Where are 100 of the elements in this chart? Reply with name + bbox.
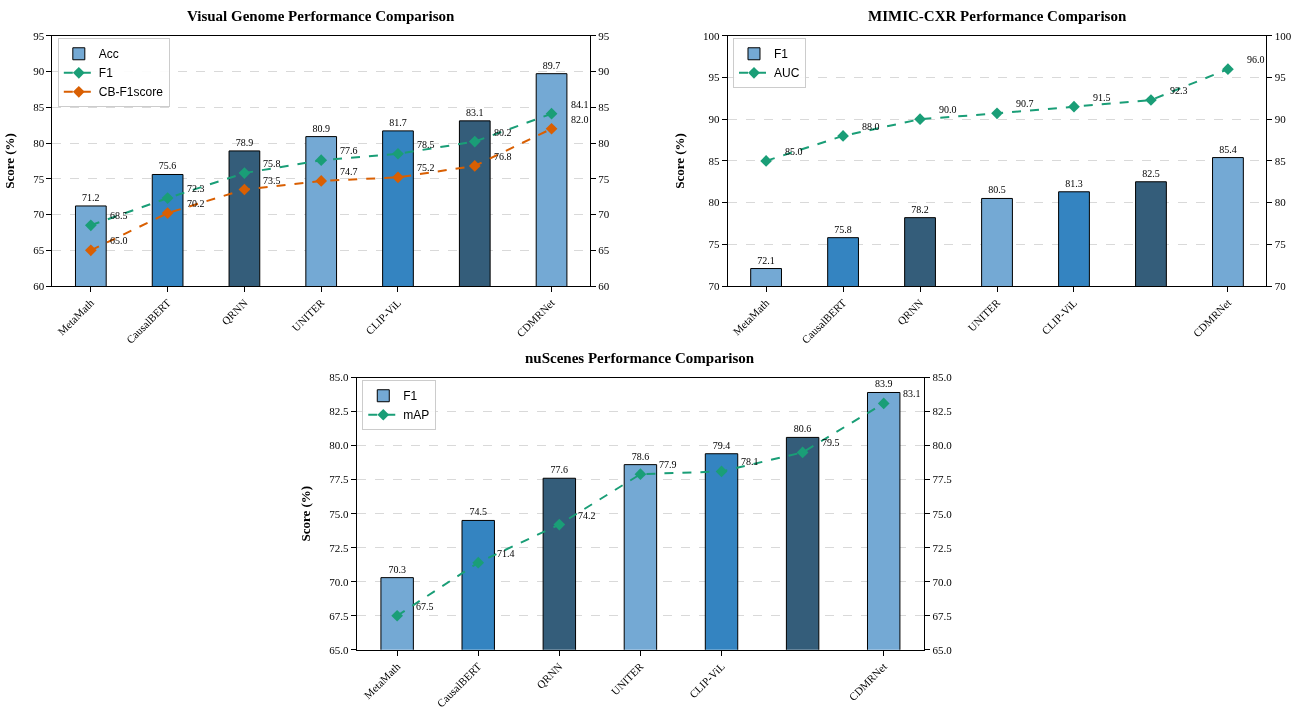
y2-tick-label: 77.5: [932, 473, 953, 486]
y-tick-label: 80.0: [329, 439, 349, 452]
data-label: 74.7: [340, 166, 358, 177]
y-axis-title: Score (%): [2, 133, 18, 189]
data-label: 85.0: [785, 146, 803, 157]
y2-tick-label: 90: [598, 65, 610, 78]
y2-tick-label: 70: [598, 208, 610, 221]
y-tick-label: 60: [33, 279, 45, 292]
point: [796, 446, 809, 459]
data-label: 78.5: [417, 139, 435, 150]
data-label: 74.2: [578, 510, 596, 521]
y-tick-label: 65: [33, 244, 45, 257]
legend-label: CB-F1score: [98, 85, 164, 100]
point: [545, 122, 558, 135]
data-label: 89.7: [542, 59, 561, 71]
y2-tick-label: 95: [598, 29, 610, 42]
data-label: 78.9: [235, 136, 254, 148]
y2-tick-label: 85.0: [932, 371, 953, 384]
y-tick-label: 95: [33, 29, 45, 42]
y-tick-label: 100: [702, 29, 720, 42]
y-tick-label: 67.5: [329, 609, 349, 622]
data-label: 70.3: [388, 563, 406, 575]
y-tick-label: 85.0: [329, 371, 349, 384]
data-label: 90.0: [939, 104, 957, 115]
point: [1222, 63, 1234, 75]
y2-tick-label: 95: [1274, 71, 1287, 84]
data-label: 71.2: [82, 191, 100, 203]
y2-tick-label: 100: [1274, 29, 1292, 42]
point: [161, 192, 174, 204]
y2-tick-label: 75: [598, 172, 610, 185]
data-label: 82.5: [1142, 167, 1160, 179]
legend-label: F1: [98, 66, 114, 81]
y-tick-label: 70: [33, 208, 45, 221]
data-label: 77.9: [659, 459, 677, 470]
point: [1068, 100, 1080, 113]
y-tick-label: 90: [708, 113, 720, 126]
data-label: 80.9: [312, 122, 330, 134]
y-tick-label: 75: [708, 238, 720, 251]
point: [760, 155, 772, 167]
data-label: 78.2: [911, 203, 929, 215]
y-tick-label: 75: [33, 172, 45, 185]
point: [84, 219, 97, 232]
y2-tick-label: 82.5: [932, 405, 953, 418]
data-label: 68.5: [110, 210, 128, 221]
data-label: 84.1: [571, 99, 589, 110]
point: [315, 175, 328, 187]
y-tick-label: 85: [708, 154, 720, 167]
data-label: 96.0: [1247, 54, 1265, 65]
data-label: 72.1: [757, 254, 775, 266]
y2-tick-label: 70.0: [932, 575, 953, 588]
point: [472, 556, 485, 569]
chart-title: Visual Genome Performance Comparison: [187, 8, 455, 24]
data-label: 90.7: [1016, 98, 1034, 109]
data-label: 91.5: [1093, 92, 1111, 103]
data-label: 65.0: [110, 235, 128, 246]
data-label: 88.0: [862, 121, 880, 132]
y2-tick-label: 85: [1274, 154, 1287, 167]
point: [468, 160, 481, 172]
data-label: 72.3: [187, 183, 205, 194]
data-label: 92.3: [1170, 85, 1188, 96]
point: [837, 130, 849, 142]
data-label: 83.1: [466, 106, 484, 118]
legend-label: Acc: [98, 47, 119, 62]
y2-tick-label: 80.0: [932, 439, 953, 452]
data-label: 74.5: [469, 506, 487, 518]
data-label: 80.5: [988, 184, 1006, 196]
point: [315, 154, 328, 167]
y-tick-label: 80: [708, 196, 720, 209]
y-tick-label: 72.5: [329, 541, 349, 554]
data-label: 77.6: [340, 145, 358, 156]
y2-tick-label: 65: [598, 244, 610, 257]
data-label: 80.6: [793, 423, 812, 435]
y-tick-label: 85: [33, 101, 45, 114]
data-label: 82.0: [571, 114, 589, 125]
point: [392, 147, 404, 160]
y-tick-label: 70.0: [329, 575, 349, 588]
chart-title: nuScenes Performance Comparison: [525, 350, 755, 366]
y2-tick-label: 60: [598, 279, 610, 292]
y2-tick-label: 85: [598, 101, 610, 114]
data-label: 85.4: [1219, 143, 1237, 155]
data-label: 80.2: [494, 127, 512, 138]
point: [715, 465, 728, 478]
y-tick-label: 70: [708, 279, 720, 292]
chart-title: MIMIC-CXR Performance Comparison: [868, 8, 1127, 24]
point: [877, 397, 890, 410]
y-tick-label: 75.0: [329, 507, 349, 520]
data-label: 75.8: [263, 158, 281, 169]
y2-tick-label: 72.5: [932, 541, 953, 554]
point: [468, 135, 481, 148]
y-tick-label: 77.5: [329, 473, 349, 486]
y-tick-label: 82.5: [329, 405, 349, 418]
y-tick-label: 90: [33, 65, 45, 78]
data-label: 78.1: [741, 456, 759, 467]
data-label: 79.4: [712, 439, 731, 451]
point: [161, 207, 174, 219]
point: [238, 167, 251, 179]
data-label: 67.5: [416, 601, 434, 612]
data-label: 81.7: [389, 116, 407, 128]
point: [914, 113, 926, 126]
y-axis-title: Score (%): [671, 133, 687, 189]
